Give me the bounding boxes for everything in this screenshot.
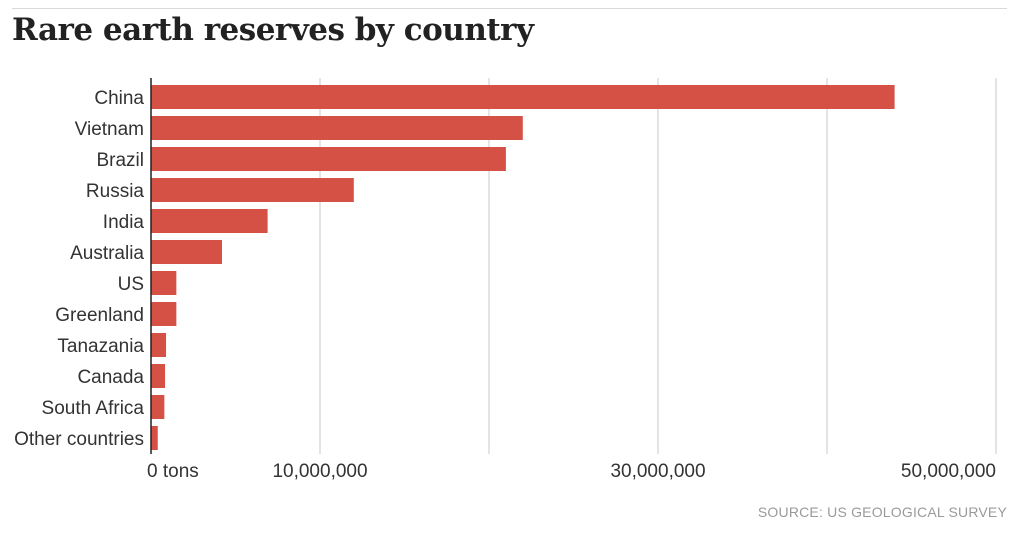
chart-title: Rare earth reserves by country <box>12 12 534 48</box>
bar-canada <box>151 364 166 388</box>
category-label-greenland: Greenland <box>55 305 144 326</box>
x-axis-tick-labels: 0 tons 10,000,000 30,000,000 50,000,000 <box>147 461 996 482</box>
bar-south-africa <box>151 395 165 419</box>
category-label-south-africa: South Africa <box>42 398 145 419</box>
top-rule <box>12 8 1007 9</box>
bar-us <box>151 271 177 295</box>
bar-vietnam <box>151 116 523 140</box>
category-label-china: China <box>94 88 144 109</box>
category-label-canada: Canada <box>77 367 144 388</box>
category-label-tanazania: Tanazania <box>57 336 144 357</box>
bar-australia <box>151 240 222 264</box>
source-note: SOURCE: US GEOLOGICAL SURVEY <box>757 504 1007 520</box>
bar-russia <box>151 178 354 202</box>
x-tick-label-2: 30,000,000 <box>610 461 705 482</box>
bar-brazil <box>151 147 506 171</box>
x-tick-label-1: 10,000,000 <box>272 461 367 482</box>
category-label-russia: Russia <box>86 181 145 202</box>
category-label-other-countries: Other countries <box>14 429 144 450</box>
category-label-australia: Australia <box>70 243 144 264</box>
category-label-us: US <box>118 274 144 295</box>
category-labels: China Vietnam Brazil Russia India Australia US… <box>14 88 144 450</box>
bar-other-countries <box>151 426 158 450</box>
category-label-india: India <box>103 212 145 233</box>
bar-tanazania <box>151 333 167 357</box>
gridlines <box>319 78 997 454</box>
bar-china <box>151 85 895 109</box>
category-label-brazil: Brazil <box>96 150 144 171</box>
bar-greenland <box>151 302 177 326</box>
x-tick-label-3: 50,000,000 <box>901 461 996 482</box>
bars <box>151 85 895 450</box>
x-tick-label-0: 0 tons <box>147 461 199 482</box>
bar-india <box>151 209 268 233</box>
category-label-vietnam: Vietnam <box>75 119 144 140</box>
